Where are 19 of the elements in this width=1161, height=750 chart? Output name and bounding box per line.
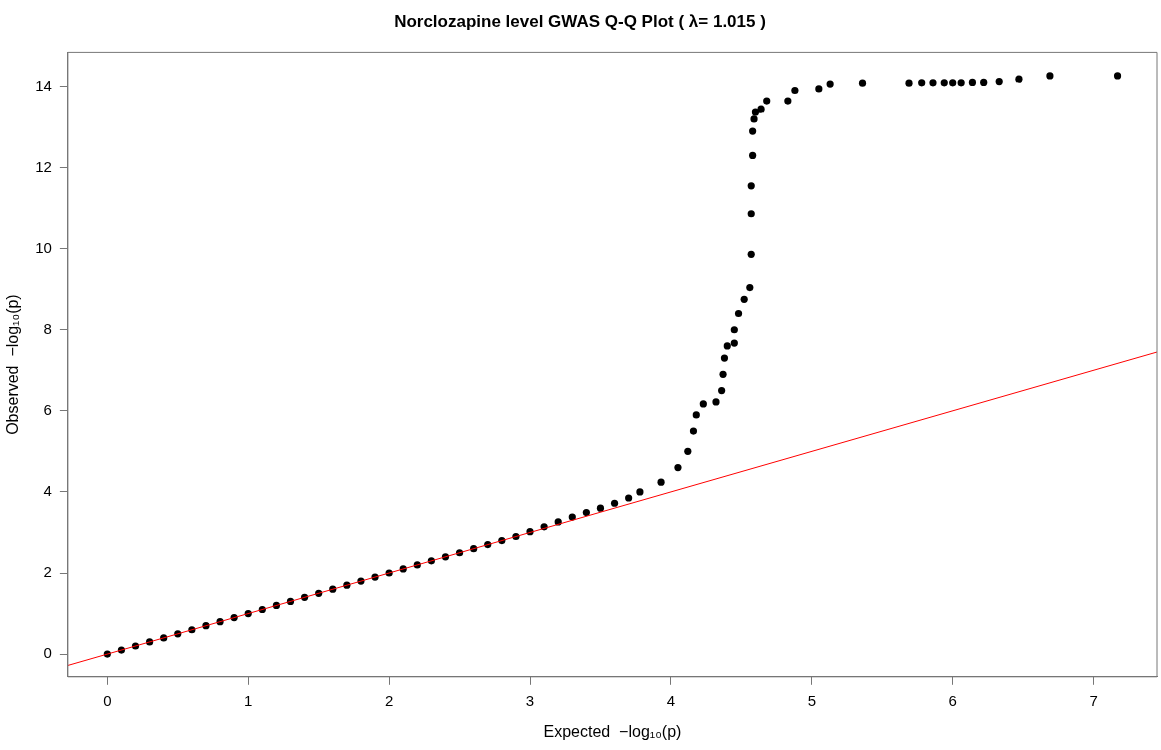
x-tick-label: 7 [1089, 691, 1098, 709]
x-tick-label: 0 [103, 691, 112, 709]
y-axis-title: Observed −log₁₀(p) [4, 294, 22, 435]
y-tick-label: 0 [43, 644, 52, 662]
x-tick-label: 2 [384, 691, 394, 709]
x-tick-label: 3 [525, 691, 535, 709]
y-tick-label: 12 [35, 157, 52, 175]
y-tick-label: 10 [35, 238, 52, 256]
y-tick-label: 6 [43, 400, 52, 418]
y-tick-label: 2 [43, 563, 52, 581]
x-tick-label: 5 [807, 691, 816, 709]
x-tick-label: 6 [948, 691, 957, 709]
chart-title: Norclozapine level GWAS Q-Q Plot ( λ= 1.015 ) [394, 11, 766, 31]
x-tick-label: 1 [244, 691, 253, 709]
y-tick-label: 14 [35, 76, 52, 94]
y-tick-label: 8 [43, 319, 52, 337]
x-tick-label: 4 [666, 691, 676, 709]
y-tick-label: 4 [43, 482, 52, 500]
x-axis-title: Expected −log₁₀(p) [543, 722, 682, 740]
